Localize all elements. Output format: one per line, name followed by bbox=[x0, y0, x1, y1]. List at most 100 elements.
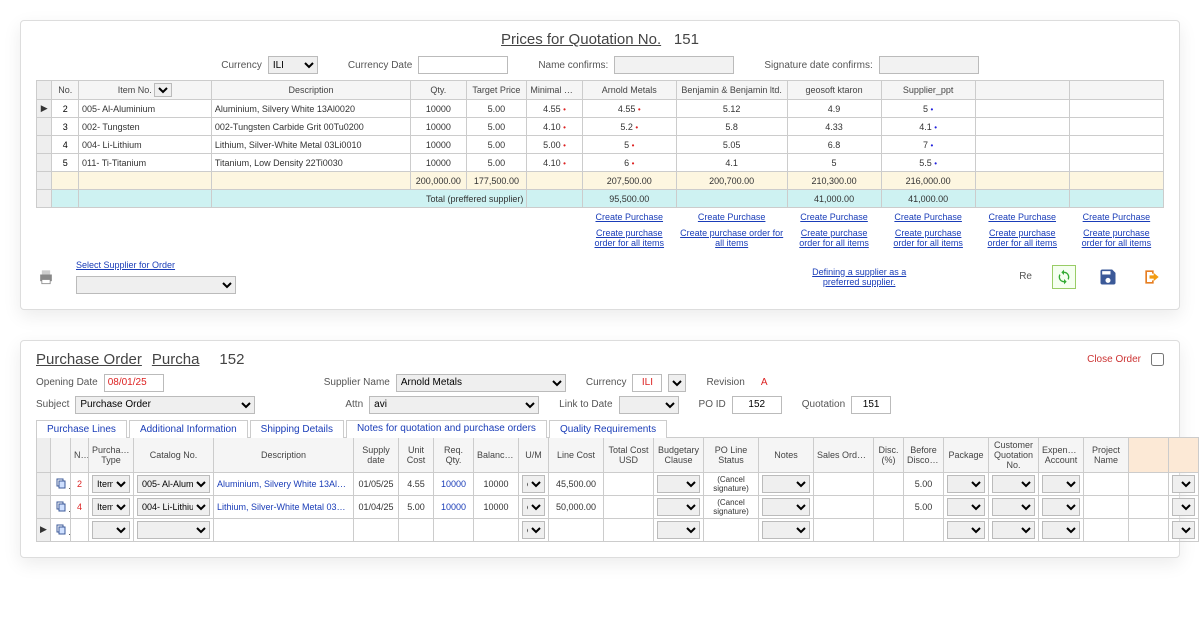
exp-select[interactable] bbox=[1042, 475, 1080, 493]
subject-label: Subject bbox=[36, 399, 69, 410]
opening-date-label: Opening Date bbox=[36, 377, 98, 388]
create-purchase-link[interactable]: Create Purchase bbox=[595, 212, 663, 222]
link-date-select[interactable] bbox=[619, 396, 679, 414]
col-s4: Supplier_ppt bbox=[881, 81, 975, 100]
select-supplier-dropdown[interactable] bbox=[76, 276, 236, 294]
link-date-label: Link to Date bbox=[559, 399, 612, 410]
print-icon[interactable] bbox=[36, 267, 56, 287]
name-confirms-input[interactable] bbox=[614, 56, 734, 74]
po-currency-select[interactable] bbox=[668, 374, 686, 392]
opening-date-input[interactable] bbox=[104, 374, 164, 392]
pkg-select[interactable] bbox=[947, 498, 985, 516]
notes-select[interactable] bbox=[762, 498, 810, 516]
col-s1: Arnold Metals bbox=[582, 81, 676, 100]
table-row[interactable]: 004- Li-LithiumLithium, Silver-White Met… bbox=[37, 136, 1164, 154]
po-title2[interactable]: Purcha bbox=[152, 351, 200, 368]
table-row[interactable]: ▶005- Al-AluminiumAluminium, Silvery Whi… bbox=[37, 100, 1164, 118]
table-row[interactable]: 011- Ti-TitaniumTitanium, Low Density 22… bbox=[37, 154, 1164, 172]
revision-value: A bbox=[761, 377, 768, 388]
po-currency-input[interactable] bbox=[632, 374, 662, 392]
quotation-title[interactable]: Prices for Quotation No. bbox=[501, 31, 661, 48]
custq-select[interactable] bbox=[992, 475, 1035, 493]
copy-icon[interactable] bbox=[51, 518, 71, 541]
budget-select[interactable] bbox=[657, 498, 700, 516]
poid-input[interactable] bbox=[732, 396, 782, 414]
um-select[interactable]: ea bbox=[522, 475, 545, 493]
um-select[interactable]: ea bbox=[522, 498, 545, 516]
create-purchase-link[interactable]: Create Purchase bbox=[894, 212, 962, 222]
select-supplier-label[interactable]: Select Supplier for Order bbox=[76, 260, 175, 270]
no-cell[interactable] bbox=[55, 120, 75, 133]
quotation-header-row: Currency ILI Currency Date Name confirms… bbox=[36, 56, 1164, 74]
tab-quality[interactable]: Quality Requirements bbox=[549, 420, 667, 438]
po-line-row-empty[interactable]: ▶ea bbox=[37, 518, 1199, 541]
pkg-select[interactable] bbox=[947, 475, 985, 493]
po-line-row[interactable]: 2Items005- Al-AluminiumAluminium, Silver… bbox=[37, 472, 1199, 495]
create-all-links-row: Create purchase order for all items Crea… bbox=[37, 226, 1164, 250]
col-s3: geosoft ktaron bbox=[787, 81, 881, 100]
quotation-ref-label: Quotation bbox=[802, 399, 845, 410]
create-purchase-link[interactable]: Create Purchase bbox=[988, 212, 1056, 222]
currency-date-label: Currency Date bbox=[348, 60, 412, 71]
ptype-select[interactable]: Items bbox=[92, 475, 130, 493]
quotation-number: 151 bbox=[674, 31, 699, 48]
create-purchase-link[interactable]: Create Purchase bbox=[1083, 212, 1151, 222]
quotation-panel: Prices for Quotation No. 151 Currency IL… bbox=[20, 20, 1180, 310]
currency-date-input[interactable] bbox=[418, 56, 508, 74]
currency-label: Currency bbox=[221, 60, 262, 71]
def-pref-supplier-link[interactable]: Defining a supplier as a preferred suppl… bbox=[799, 267, 919, 287]
copy-icon[interactable] bbox=[51, 495, 71, 518]
close-order-checkbox[interactable] bbox=[1151, 353, 1164, 366]
create-all-link[interactable]: Create purchase order for all items bbox=[595, 228, 665, 248]
supplier-name-label: Supplier Name bbox=[324, 377, 390, 388]
exit-icon[interactable] bbox=[1140, 265, 1164, 289]
extra-select[interactable] bbox=[1172, 475, 1195, 493]
no-cell[interactable] bbox=[55, 102, 75, 115]
table-row[interactable]: 002- Tungsten002-Tungsten Carbide Grit 0… bbox=[37, 118, 1164, 136]
create-all-link[interactable]: Create purchase order for all items bbox=[680, 228, 783, 248]
tab-shipping[interactable]: Shipping Details bbox=[250, 420, 344, 438]
ptype-select[interactable]: Items bbox=[92, 498, 130, 516]
tab-purchase-lines[interactable]: Purchase Lines bbox=[36, 420, 127, 438]
notes-select[interactable] bbox=[762, 475, 810, 493]
totals-row-1: 200,000.00 177,500.00 207,500.00 200,700… bbox=[37, 172, 1164, 190]
totals-row-2: Total (preffered supplier) 95,500.00 41,… bbox=[37, 190, 1164, 208]
create-all-link[interactable]: Create purchase order for all items bbox=[799, 228, 869, 248]
create-all-link[interactable]: Create purchase order for all items bbox=[987, 228, 1057, 248]
create-purchase-link[interactable]: Create Purchase bbox=[698, 212, 766, 222]
tab-additional-info[interactable]: Additional Information bbox=[129, 420, 248, 438]
extra-select[interactable] bbox=[1172, 498, 1195, 516]
po-title[interactable]: Purchase Order bbox=[36, 351, 142, 368]
poid-label: PO ID bbox=[699, 399, 726, 410]
custq-select[interactable] bbox=[992, 498, 1035, 516]
po-tabs: Purchase Lines Additional Information Sh… bbox=[36, 420, 1164, 438]
save-icon[interactable] bbox=[1096, 265, 1120, 289]
po-line-row[interactable]: 4Items004- Li-LithiumLithium, Silver-Whi… bbox=[37, 495, 1199, 518]
po-currency-label: Currency bbox=[586, 377, 627, 388]
no-cell[interactable] bbox=[55, 138, 75, 151]
currency-select[interactable]: ILI bbox=[268, 56, 318, 74]
col-qty: Qty. bbox=[411, 81, 466, 100]
budget-select[interactable] bbox=[657, 475, 700, 493]
create-purchase-link[interactable]: Create Purchase bbox=[800, 212, 868, 222]
catalog-select[interactable]: 004- Li-Lithium bbox=[137, 498, 210, 516]
quotation-table: No. Item No. Description Qty. Target Pri… bbox=[36, 80, 1164, 250]
subject-select[interactable]: Purchase Order bbox=[75, 396, 255, 414]
tab-notes[interactable]: Notes for quotation and purchase orders bbox=[346, 420, 547, 438]
name-confirms-label: Name confirms: bbox=[538, 60, 608, 71]
sig-date-input[interactable] bbox=[879, 56, 979, 74]
po-number: 152 bbox=[219, 351, 244, 368]
catalog-select[interactable]: 005- Al-Aluminium bbox=[137, 475, 210, 493]
attn-select[interactable]: avi bbox=[369, 396, 539, 414]
no-cell[interactable] bbox=[55, 156, 75, 169]
supplier-name-select[interactable]: Arnold Metals bbox=[396, 374, 566, 392]
revision-label: Revision bbox=[706, 377, 744, 388]
item-filter-select[interactable] bbox=[154, 83, 172, 97]
create-all-link[interactable]: Create purchase order for all items bbox=[893, 228, 963, 248]
copy-icon[interactable] bbox=[51, 472, 71, 495]
col-no: No. bbox=[52, 81, 79, 100]
create-all-link[interactable]: Create purchase order for all items bbox=[1082, 228, 1152, 248]
quotation-ref-input[interactable] bbox=[851, 396, 891, 414]
exp-select[interactable] bbox=[1042, 498, 1080, 516]
refresh-icon[interactable] bbox=[1052, 265, 1076, 289]
